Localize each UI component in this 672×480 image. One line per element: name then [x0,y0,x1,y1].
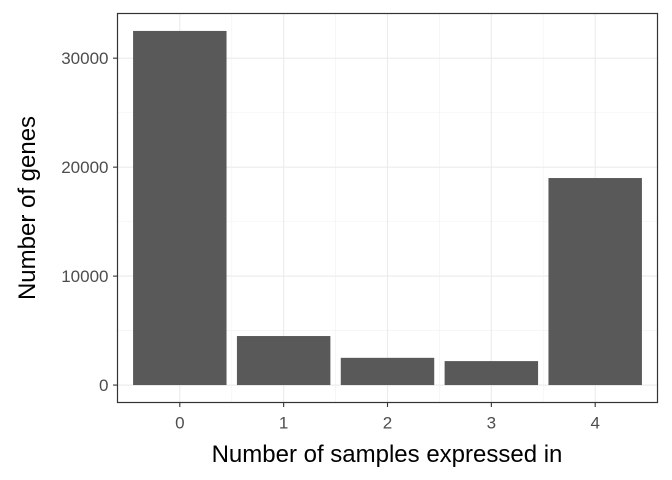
bar-1 [236,336,331,386]
y-tick-label: 30000 [61,49,108,68]
y-axis-title: Number of genes [14,116,41,300]
bars [133,30,642,386]
y-tick-label: 20000 [61,158,108,177]
x-axis-title: Number of samples expressed in [212,441,563,468]
bar-4 [548,178,642,386]
y-tick-label: 10000 [61,267,108,286]
x-tick-label: 1 [279,414,288,433]
x-axis: 0 1 2 3 4 [175,402,600,433]
y-axis: 0 10000 20000 30000 [61,49,118,395]
x-tick-label: 4 [590,414,599,433]
x-tick-label: 0 [175,414,184,433]
x-tick-label: 3 [487,414,496,433]
y-tick-label: 0 [99,376,108,395]
x-tick-label: 2 [383,414,392,433]
bar-3 [444,361,539,386]
bar-0 [133,30,227,386]
bar-2 [340,357,435,386]
